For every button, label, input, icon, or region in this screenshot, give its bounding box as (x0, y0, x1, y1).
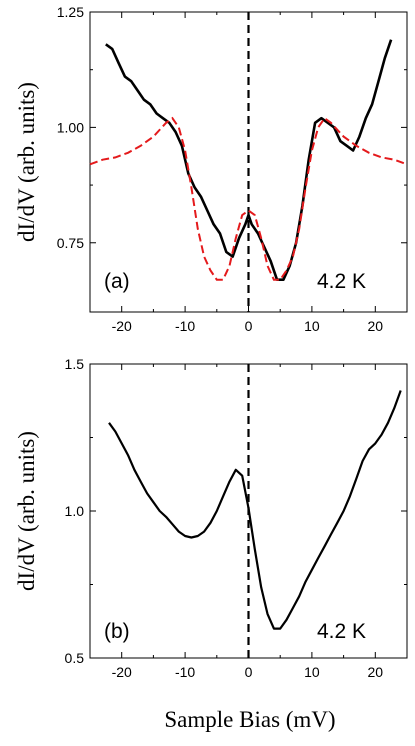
measured-curve-a (105, 39, 393, 281)
panel-label-a: (a) (104, 270, 130, 293)
y-tick-label: 1.25 (57, 4, 84, 20)
tick-labels-b: -20 -10 0 10 20 0.5 1.0 1.5 (65, 356, 384, 680)
y-tick-label: 0.75 (57, 235, 84, 251)
y-tick-label: 1.0 (65, 503, 85, 519)
x-tick-label: 0 (245, 318, 253, 334)
y-axis-label-b: dI/dV (arb. units) (14, 431, 39, 591)
x-tick-label: -20 (112, 664, 132, 680)
x-axis-label: Sample Bias (mV) (164, 707, 335, 732)
temperature-label-b: 4.2 K (317, 620, 366, 643)
panel-label-b: (b) (104, 620, 130, 643)
x-tick-label: -10 (175, 664, 195, 680)
axis-ticks-b (89, 363, 408, 659)
y-tick-label: 1.5 (65, 356, 85, 372)
temperature-label-a: 4.2 K (317, 270, 366, 293)
x-tick-label: 20 (368, 318, 384, 334)
axis-ticks-a (89, 11, 408, 312)
measured-curve-b (108, 390, 402, 630)
x-tick-label: 10 (304, 664, 320, 680)
x-tick-label: 0 (245, 664, 253, 680)
y-tick-label: 0.5 (65, 650, 85, 666)
tick-labels-a: -20 -10 0 10 20 0.75 1.00 1.25 (57, 4, 384, 334)
x-tick-label: 10 (304, 318, 320, 334)
panel-a: -20 -10 0 10 20 0.75 1.00 1.25 (a) 4.2 K dI/dV … (14, 4, 408, 334)
x-tick-label: 20 (368, 664, 384, 680)
y-axis-label-a: dI/dV (arb. units) (14, 82, 39, 242)
y-tick-label: 1.00 (57, 119, 84, 135)
panel-b: -20 -10 0 10 20 0.5 1.0 1.5 (b) 4.2 K dI/dV (ar… (14, 356, 408, 680)
x-tick-label: -20 (112, 318, 132, 334)
x-tick-label: -10 (175, 318, 195, 334)
fit-curve-a (89, 116, 408, 281)
